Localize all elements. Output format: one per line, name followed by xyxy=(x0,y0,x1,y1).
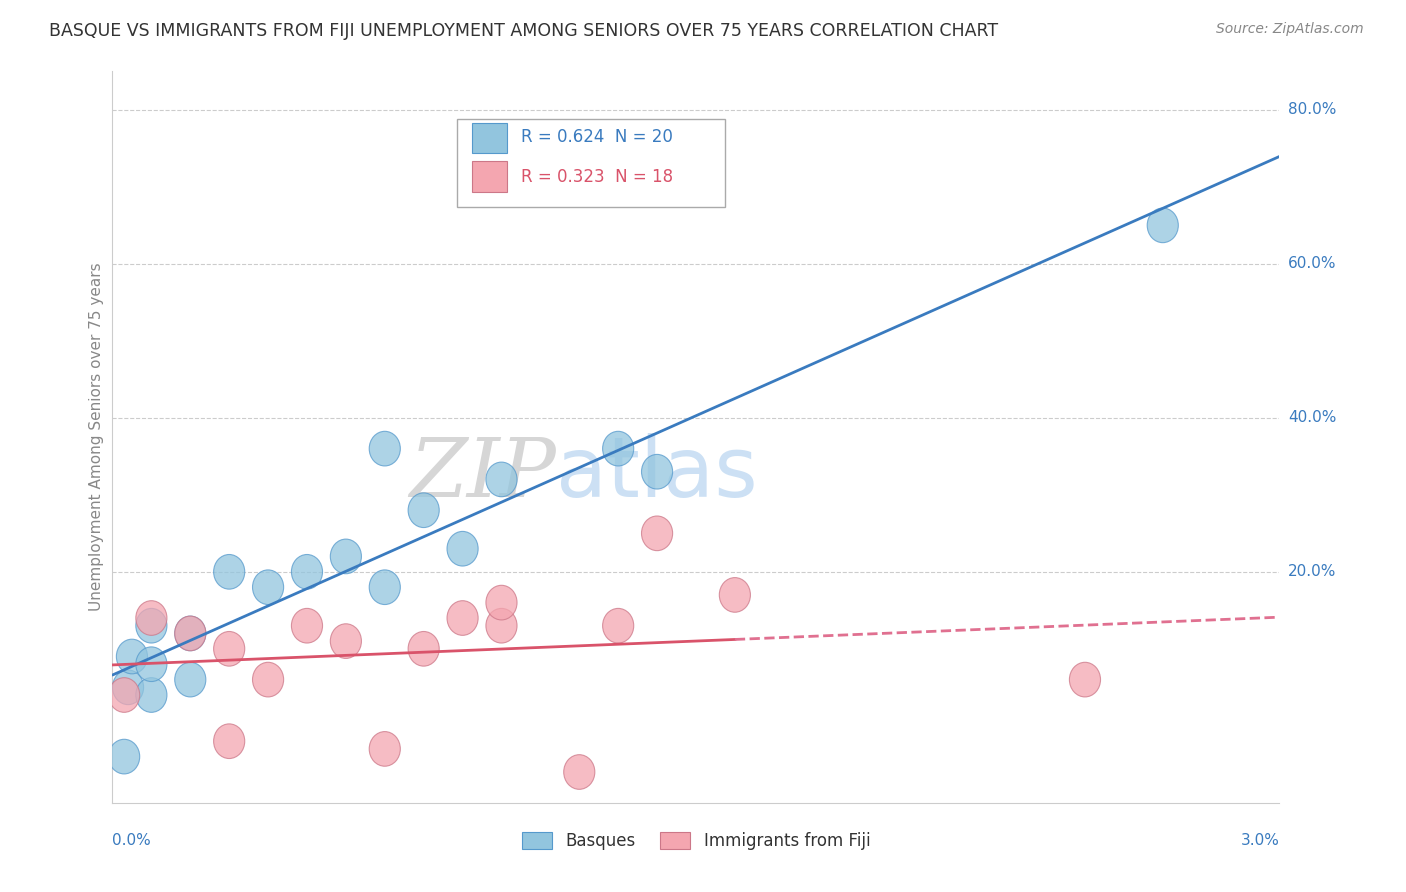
Ellipse shape xyxy=(1147,208,1178,243)
Ellipse shape xyxy=(108,739,139,774)
Ellipse shape xyxy=(291,608,322,643)
Ellipse shape xyxy=(370,432,401,466)
Ellipse shape xyxy=(1070,662,1101,697)
Ellipse shape xyxy=(720,578,751,612)
Ellipse shape xyxy=(291,555,322,589)
Ellipse shape xyxy=(253,570,284,605)
Text: ZIP: ZIP xyxy=(409,434,555,514)
Ellipse shape xyxy=(214,724,245,758)
Y-axis label: Unemployment Among Seniors over 75 years: Unemployment Among Seniors over 75 years xyxy=(89,263,104,611)
Ellipse shape xyxy=(408,493,439,527)
Text: 3.0%: 3.0% xyxy=(1240,833,1279,848)
Ellipse shape xyxy=(330,624,361,658)
Text: 20.0%: 20.0% xyxy=(1288,565,1336,579)
Ellipse shape xyxy=(253,662,284,697)
Ellipse shape xyxy=(136,678,167,713)
Ellipse shape xyxy=(447,532,478,566)
FancyBboxPatch shape xyxy=(457,119,725,207)
Ellipse shape xyxy=(603,432,634,466)
Text: 60.0%: 60.0% xyxy=(1288,256,1336,271)
Ellipse shape xyxy=(214,555,245,589)
FancyBboxPatch shape xyxy=(472,122,508,153)
Ellipse shape xyxy=(136,608,167,643)
Ellipse shape xyxy=(174,616,205,651)
Text: BASQUE VS IMMIGRANTS FROM FIJI UNEMPLOYMENT AMONG SENIORS OVER 75 YEARS CORRELAT: BASQUE VS IMMIGRANTS FROM FIJI UNEMPLOYM… xyxy=(49,22,998,40)
Ellipse shape xyxy=(174,616,205,651)
Ellipse shape xyxy=(603,608,634,643)
Ellipse shape xyxy=(174,662,205,697)
Text: 80.0%: 80.0% xyxy=(1288,103,1336,118)
Ellipse shape xyxy=(112,670,143,705)
Ellipse shape xyxy=(136,647,167,681)
Ellipse shape xyxy=(564,755,595,789)
FancyBboxPatch shape xyxy=(472,161,508,192)
Ellipse shape xyxy=(136,600,167,635)
Ellipse shape xyxy=(330,539,361,574)
Text: atlas: atlas xyxy=(555,434,758,514)
Ellipse shape xyxy=(117,640,148,673)
Text: R = 0.624  N = 20: R = 0.624 N = 20 xyxy=(520,128,673,146)
Text: Source: ZipAtlas.com: Source: ZipAtlas.com xyxy=(1216,22,1364,37)
Text: R = 0.323  N = 18: R = 0.323 N = 18 xyxy=(520,168,673,186)
Ellipse shape xyxy=(370,731,401,766)
Ellipse shape xyxy=(641,516,672,550)
Ellipse shape xyxy=(486,585,517,620)
Ellipse shape xyxy=(370,570,401,605)
Ellipse shape xyxy=(486,608,517,643)
Ellipse shape xyxy=(108,678,139,713)
Legend: Basques, Immigrants from Fiji: Basques, Immigrants from Fiji xyxy=(515,825,877,856)
Text: 40.0%: 40.0% xyxy=(1288,410,1336,425)
Ellipse shape xyxy=(486,462,517,497)
Ellipse shape xyxy=(214,632,245,666)
Ellipse shape xyxy=(641,454,672,489)
Ellipse shape xyxy=(447,600,478,635)
Ellipse shape xyxy=(408,632,439,666)
Text: 0.0%: 0.0% xyxy=(112,833,152,848)
